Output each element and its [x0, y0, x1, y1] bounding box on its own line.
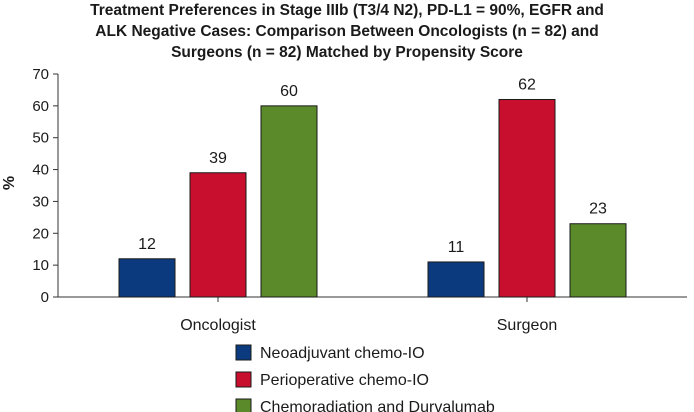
bar	[189, 172, 247, 298]
bar-value-label: 60	[280, 83, 298, 100]
bar-value-label: 11	[448, 239, 465, 256]
x-category-label: Surgeon	[497, 317, 558, 334]
bar	[260, 105, 318, 298]
chart-title-line-2: ALK Negative Cases: Comparison Between O…	[95, 23, 598, 40]
y-tick-label: 70	[32, 66, 49, 83]
bar-value-label: 12	[138, 236, 156, 253]
legend-label: Perioperative chemo-IO	[260, 372, 429, 389]
x-category-label: Oncologist	[180, 317, 256, 334]
y-tick-label: 60	[32, 98, 49, 115]
legend-label: Neoadjuvant chemo-IO	[260, 345, 425, 362]
y-axis-label: %	[1, 176, 18, 190]
legend-swatch	[235, 398, 252, 412]
y-tick-label: 0	[41, 289, 49, 306]
axes: 0 10 20 30 40 50 60 70 Oncologist Surgeon	[32, 66, 687, 334]
y-tick-label: 50	[32, 130, 49, 147]
bar-value-label: 39	[209, 150, 227, 167]
bars: 12 39 60 11 62 23	[118, 76, 627, 298]
legend-label: Chemoradiation and Durvalumab	[260, 399, 495, 412]
y-tick-label: 10	[32, 257, 49, 274]
y-tick-label: 30	[32, 193, 49, 210]
bar	[498, 98, 556, 298]
bar-value-label: 62	[518, 76, 536, 93]
chart-title-line-1: Treatment Preferences in Stage IIIb (T3/…	[90, 2, 604, 19]
bar	[118, 258, 176, 298]
bar	[569, 223, 627, 298]
y-tick-label: 20	[32, 225, 49, 242]
chart-title-line-3: Surgeons (n = 82) Matched by Propensity …	[171, 44, 523, 61]
legend-swatch	[235, 371, 252, 388]
bar-value-label: 23	[589, 201, 607, 218]
bar	[427, 261, 485, 298]
legend: Neoadjuvant chemo-IO Perioperative chemo-…	[235, 344, 495, 412]
chart-title: Treatment Preferences in Stage IIIb (T3/…	[90, 2, 604, 61]
legend-swatch	[235, 344, 252, 361]
y-tick-label: 40	[32, 162, 49, 179]
